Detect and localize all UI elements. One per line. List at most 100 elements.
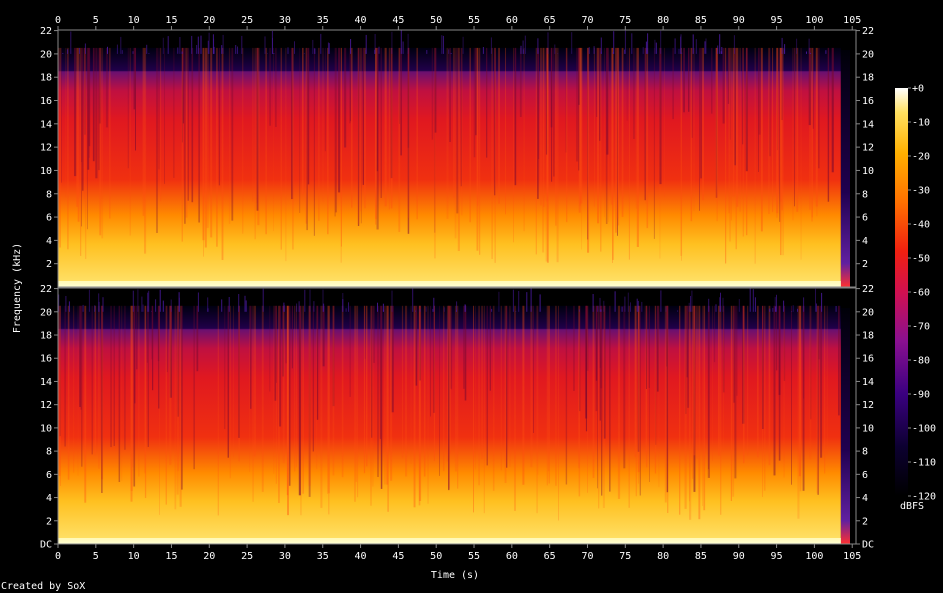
spectrum-spike [677, 310, 679, 312]
x-tick-label: 30 [279, 551, 291, 562]
colorbar-tick-label: -40 [912, 220, 930, 231]
y-tick-label: 20 [862, 307, 874, 318]
spectrum-streak [773, 305, 776, 476]
spectrum-streak [77, 47, 80, 222]
spectrum-spike [146, 44, 148, 54]
spectrum-spike [141, 296, 143, 312]
spectrum-streak [732, 47, 735, 198]
y-tick-label: 22 [40, 26, 52, 37]
spectrum-spike [821, 292, 823, 312]
spectrum-streak [142, 47, 145, 216]
spectrum-streak [689, 305, 690, 502]
spectrum-streak [513, 47, 514, 243]
spectrum-streak [249, 305, 251, 472]
spectrum-streak [593, 47, 595, 207]
spectrum-streak [419, 305, 422, 501]
spectrum-streak [578, 47, 581, 213]
x-tick-label: 0 [55, 15, 61, 26]
spectrum-streak [479, 47, 481, 255]
spectrum-streak [224, 305, 226, 430]
spectrum-spike [654, 39, 656, 54]
spectrum-spike [554, 44, 556, 54]
spectrum-streak [492, 305, 495, 491]
x-tick-label: 5 [93, 551, 99, 562]
spectrum-streak [644, 305, 647, 452]
spectrum-streak [693, 47, 695, 212]
y-tick-label: DC [40, 540, 52, 551]
spectrum-streak [151, 305, 153, 360]
spectrum-streak [427, 305, 429, 504]
spectrum-streak [299, 47, 301, 214]
spectrum-streak [84, 47, 86, 135]
y-tick-label: 14 [862, 377, 874, 388]
spectrum-streak [558, 305, 559, 521]
spectrum-streak [138, 305, 140, 477]
spectrum-streak [702, 47, 704, 201]
spectrum-streak [380, 47, 382, 199]
spectrum-spike [783, 300, 785, 312]
spectrum-streak [216, 47, 218, 247]
spectrum-streak [546, 305, 548, 486]
spectrum-streak [58, 305, 61, 476]
spectrum-streak [286, 305, 289, 496]
spectrum-streak [98, 47, 101, 124]
spectrum-streak [799, 305, 802, 492]
spectrum-streak [434, 47, 436, 259]
spectrum-streak [546, 47, 549, 263]
spectrum-spike [207, 297, 209, 312]
spectrum-streak [535, 47, 537, 255]
spectrum-streak [276, 305, 277, 383]
spectrum-spike [432, 308, 434, 312]
spectrum-streak [494, 47, 496, 198]
spectrum-streak [623, 305, 626, 469]
spectrum-streak [585, 305, 588, 432]
y-tick-label: 2 [862, 516, 868, 527]
spectrum-spike [681, 52, 683, 54]
spectrum-streak [635, 47, 637, 209]
spectrum-streak [296, 305, 297, 468]
colorbar-tick-label: -90 [912, 390, 930, 401]
spectrum-streak [742, 47, 744, 145]
x-tick-label: 75 [619, 15, 631, 26]
spectrum-streak [514, 305, 516, 511]
spectrum-spike [350, 39, 352, 54]
spectrum-streak [418, 305, 421, 506]
spectrum-spike [84, 43, 86, 54]
spectrum-streak [702, 305, 703, 506]
spectrum-streak [373, 305, 375, 363]
spectrum-spike [680, 34, 682, 54]
spectrum-streak [316, 305, 318, 470]
spectrum-streak [84, 47, 85, 199]
spectrum-streak [768, 47, 770, 215]
spectrum-streak [545, 47, 548, 155]
spectrum-spike [443, 307, 445, 312]
spectrum-streak [769, 47, 771, 157]
spectrum-streak [390, 47, 393, 209]
spectrum-streak [434, 47, 436, 233]
panel-frame [57, 287, 857, 545]
spectrum-streak [110, 305, 112, 448]
spectrum-spike [456, 301, 458, 312]
spectrum-streak [375, 47, 377, 219]
spectrum-streak [780, 47, 782, 256]
spectrum-streak [606, 47, 609, 155]
spectrum-spike [498, 291, 500, 312]
spectrum-streak [555, 305, 557, 486]
spectrum-spike [705, 38, 707, 54]
channel-2-panel [57, 287, 857, 545]
spectrum-streak [781, 47, 783, 120]
spectrum-streak [88, 47, 90, 158]
spectrum-spike [162, 37, 164, 54]
spectrum-streak [376, 47, 379, 172]
spectrum-streak [410, 305, 412, 464]
spectrum-streak [65, 47, 67, 198]
spectrum-spike [162, 300, 164, 312]
spectrum-streak [760, 47, 763, 232]
spectrum-streak [408, 47, 410, 218]
spectrum-spike [752, 289, 754, 312]
spectrum-streak [423, 305, 426, 477]
spectrum-streak [779, 47, 781, 222]
spectrum-streak [184, 47, 186, 224]
x-tick-label: 70 [581, 551, 593, 562]
spectrum-streak [327, 305, 328, 494]
